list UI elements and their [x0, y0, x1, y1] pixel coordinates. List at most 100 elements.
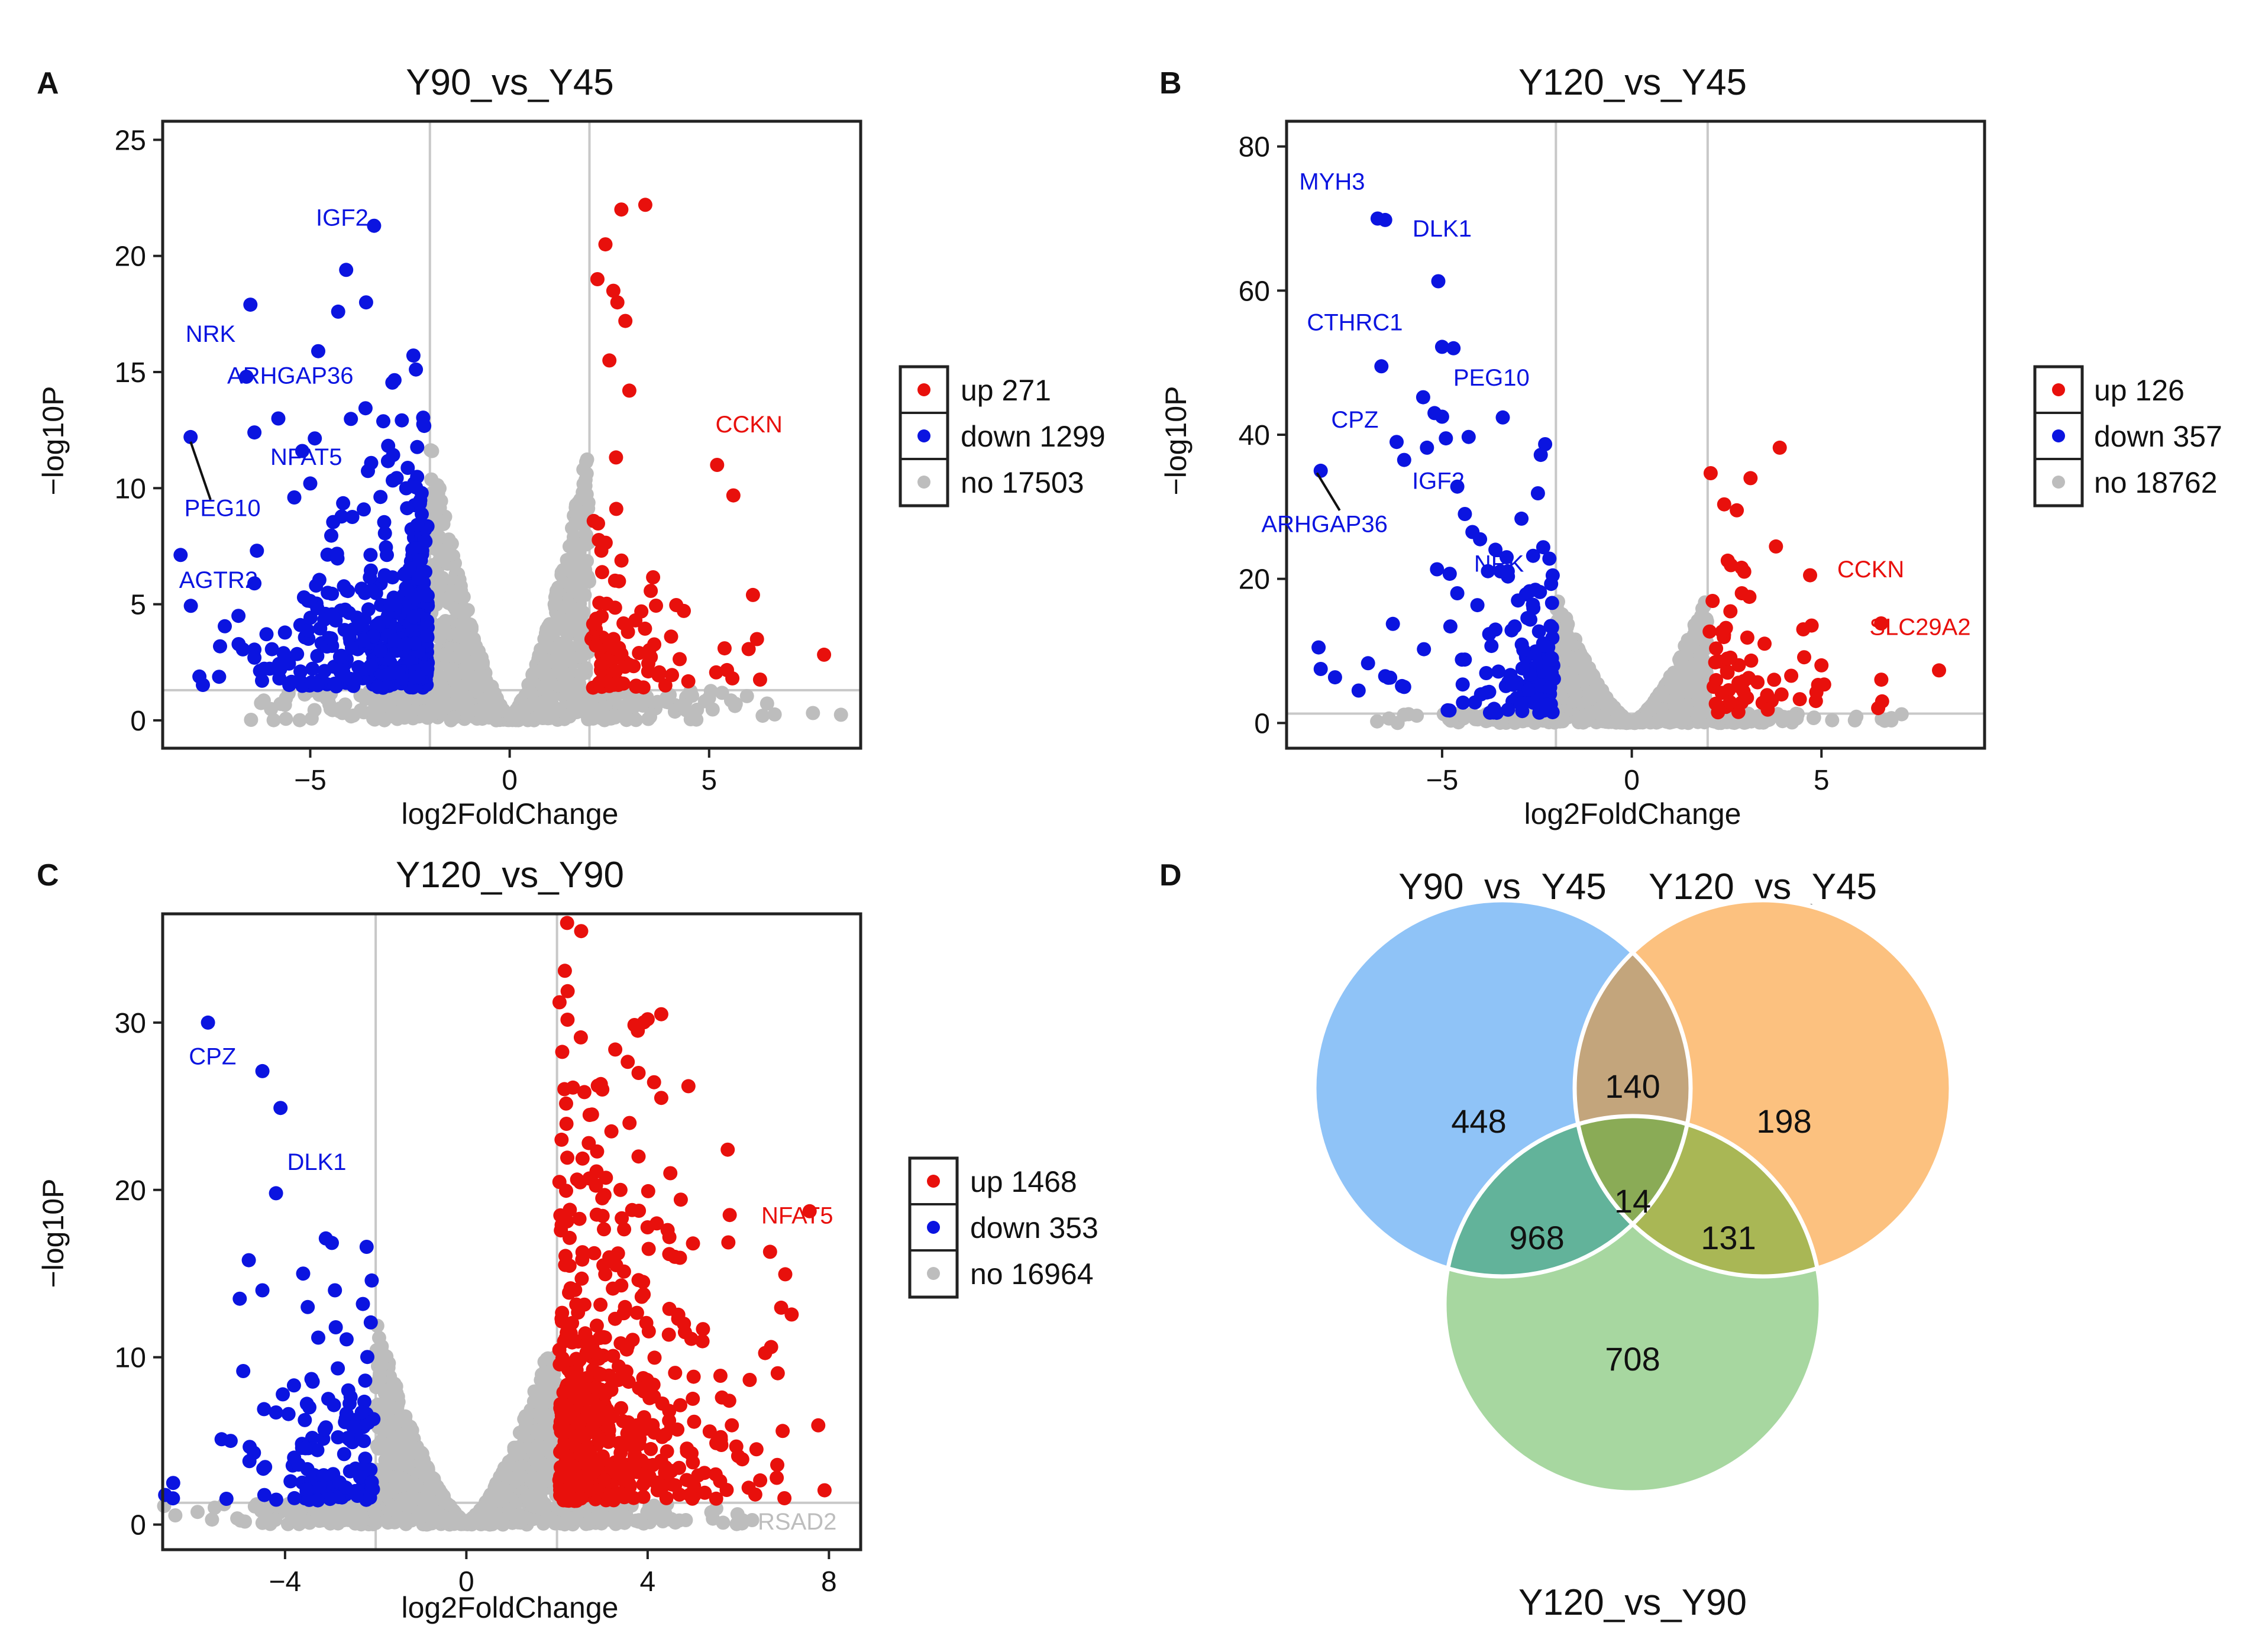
- down-point: [341, 1431, 355, 1446]
- no-point: [562, 539, 577, 554]
- gene-label: CPZ: [189, 1044, 236, 1070]
- down-point: [331, 304, 345, 319]
- down-point: [1501, 702, 1516, 717]
- no-point: [567, 1511, 582, 1526]
- no-point: [539, 1424, 554, 1438]
- up-point: [641, 656, 655, 671]
- down-point: [299, 1396, 314, 1411]
- up-point: [597, 1473, 612, 1488]
- down-point: [410, 439, 425, 454]
- up-point: [613, 1446, 628, 1460]
- no-point: [279, 712, 293, 726]
- legend-up-marker: [917, 383, 930, 396]
- down-point: [1313, 662, 1328, 676]
- down-point: [1513, 697, 1528, 712]
- no-point: [553, 1516, 568, 1531]
- down-point: [287, 1450, 302, 1465]
- up-point: [578, 1326, 593, 1341]
- panel-b-plot-area: [1285, 119, 1986, 750]
- down-point: [406, 348, 421, 363]
- up-point: [749, 632, 764, 646]
- down-point: [1530, 486, 1545, 500]
- down-point: [419, 628, 434, 643]
- no-point: [1568, 686, 1583, 701]
- no-point: [1595, 690, 1610, 705]
- up-point: [721, 1235, 736, 1250]
- down-point: [1327, 670, 1342, 685]
- up-point: [758, 1346, 773, 1360]
- no-point: [400, 1491, 415, 1506]
- down-point: [1374, 359, 1389, 374]
- down-point: [1461, 429, 1476, 444]
- up-point: [778, 1267, 793, 1282]
- up-point: [555, 1045, 570, 1059]
- up-point: [592, 675, 606, 690]
- up-point: [614, 202, 629, 217]
- down-point: [316, 1468, 331, 1483]
- panel-c-plot-area: [157, 912, 862, 1551]
- venn-count-abc: 14: [1614, 1182, 1651, 1220]
- points: [157, 916, 832, 1532]
- up-point: [1874, 673, 1889, 687]
- down-point: [373, 490, 388, 505]
- up-point: [619, 1364, 634, 1379]
- no-point: [1807, 710, 1821, 725]
- up-point: [616, 1414, 631, 1428]
- no-point: [531, 1446, 545, 1460]
- down-point: [257, 1488, 272, 1502]
- no-point: [1612, 713, 1627, 728]
- up-point: [631, 1066, 646, 1080]
- x-tick-label: −4: [269, 1566, 302, 1598]
- down-point: [327, 676, 342, 691]
- legend-down-marker: [917, 429, 930, 442]
- down-point: [400, 501, 415, 516]
- up-point: [581, 1136, 596, 1150]
- no-point: [1646, 696, 1660, 711]
- no-point: [428, 499, 442, 513]
- down-point: [356, 1297, 370, 1311]
- up-point: [654, 1007, 668, 1021]
- panel-letter-b: B: [1159, 66, 1182, 101]
- up-point: [1875, 694, 1889, 709]
- up-point: [1808, 694, 1823, 709]
- no-point: [458, 691, 473, 706]
- down-point: [329, 547, 344, 561]
- down-point: [1540, 697, 1555, 712]
- up-point: [1723, 695, 1737, 710]
- up-point: [557, 1082, 572, 1097]
- up-point: [1737, 564, 1752, 579]
- no-point: [453, 586, 468, 601]
- legend-up-label: up 126: [2094, 374, 2185, 407]
- gene-label: IGF2: [1412, 468, 1465, 494]
- down-point: [1420, 440, 1434, 455]
- up-point: [726, 488, 741, 503]
- down-point: [1468, 695, 1482, 710]
- no-point: [441, 532, 456, 547]
- gene-label: AGTR2: [179, 567, 258, 593]
- down-point: [256, 1462, 271, 1476]
- down-point: [269, 1405, 283, 1420]
- no-point: [1679, 642, 1694, 657]
- up-point: [1814, 658, 1829, 673]
- up-point: [606, 1349, 621, 1363]
- legend-down-marker: [927, 1221, 940, 1234]
- up-point: [1804, 618, 1819, 633]
- up-point: [608, 573, 622, 588]
- legend-down-label: down 357: [2094, 420, 2222, 453]
- up-point: [610, 295, 625, 310]
- up-point: [593, 1331, 607, 1345]
- up-point: [658, 1460, 673, 1475]
- down-point: [386, 448, 400, 463]
- up-point: [681, 674, 696, 688]
- down-point: [412, 670, 426, 684]
- down-point: [367, 218, 382, 233]
- up-point: [599, 596, 614, 611]
- up-point: [589, 638, 603, 653]
- up-point: [762, 1244, 777, 1259]
- up-point: [574, 924, 589, 939]
- panel-c-x-ticks: −4 0 4 8: [269, 1550, 837, 1598]
- up-point: [609, 664, 623, 678]
- no-point: [1689, 680, 1704, 694]
